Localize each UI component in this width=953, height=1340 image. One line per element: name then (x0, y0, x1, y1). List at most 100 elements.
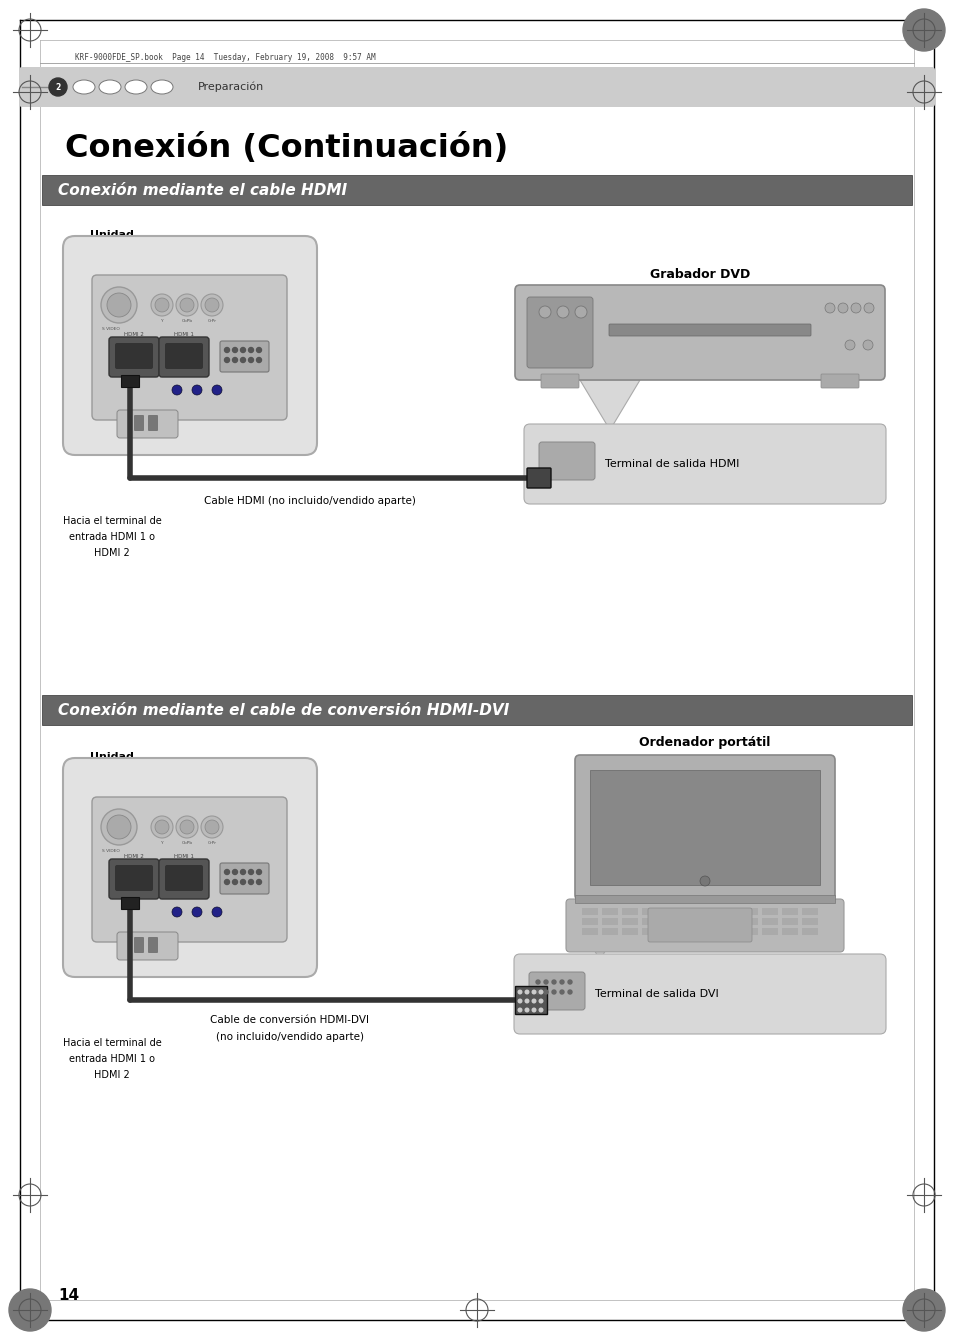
FancyBboxPatch shape (647, 909, 751, 942)
Text: Conexión mediante el cable de conversión HDMI-DVI: Conexión mediante el cable de conversión… (58, 702, 509, 717)
FancyBboxPatch shape (529, 972, 584, 1010)
Text: CrPr: CrPr (208, 319, 216, 323)
FancyBboxPatch shape (581, 929, 598, 935)
Circle shape (532, 1000, 536, 1002)
Text: S VIDEO: S VIDEO (102, 327, 120, 331)
Circle shape (525, 1000, 528, 1002)
FancyBboxPatch shape (109, 859, 159, 899)
Circle shape (224, 870, 230, 875)
FancyBboxPatch shape (575, 754, 834, 900)
Text: HDMI 2: HDMI 2 (124, 854, 144, 859)
Text: Y: Y (160, 319, 163, 323)
Circle shape (248, 879, 253, 884)
FancyBboxPatch shape (701, 909, 718, 915)
FancyBboxPatch shape (19, 67, 934, 107)
Circle shape (543, 990, 547, 994)
Text: Grabador DVD: Grabador DVD (649, 268, 749, 280)
Ellipse shape (125, 80, 147, 94)
FancyBboxPatch shape (761, 909, 778, 915)
FancyBboxPatch shape (801, 929, 817, 935)
FancyBboxPatch shape (641, 929, 658, 935)
Text: Preparación: Preparación (198, 82, 264, 92)
Circle shape (567, 990, 572, 994)
FancyBboxPatch shape (621, 918, 638, 925)
FancyBboxPatch shape (821, 374, 858, 389)
Circle shape (240, 879, 245, 884)
Circle shape (248, 358, 253, 363)
FancyBboxPatch shape (721, 909, 738, 915)
Circle shape (205, 820, 219, 833)
Circle shape (700, 876, 709, 886)
Circle shape (559, 990, 563, 994)
Circle shape (902, 9, 944, 51)
Circle shape (224, 879, 230, 884)
Circle shape (151, 293, 172, 316)
Circle shape (844, 340, 854, 350)
FancyBboxPatch shape (801, 909, 817, 915)
Text: entrada HDMI 1 o: entrada HDMI 1 o (69, 1055, 154, 1064)
FancyBboxPatch shape (781, 929, 797, 935)
FancyBboxPatch shape (581, 918, 598, 925)
FancyBboxPatch shape (148, 937, 158, 953)
FancyBboxPatch shape (741, 918, 758, 925)
FancyBboxPatch shape (115, 866, 152, 891)
FancyBboxPatch shape (121, 896, 139, 909)
FancyBboxPatch shape (42, 176, 911, 205)
Circle shape (175, 293, 198, 316)
Circle shape (525, 1008, 528, 1012)
Circle shape (201, 816, 223, 838)
Text: Terminal de salida DVI: Terminal de salida DVI (595, 989, 718, 1000)
FancyBboxPatch shape (589, 770, 820, 884)
FancyBboxPatch shape (761, 929, 778, 935)
Text: Conexión mediante el cable HDMI: Conexión mediante el cable HDMI (58, 182, 347, 197)
FancyBboxPatch shape (515, 285, 884, 381)
FancyBboxPatch shape (538, 442, 595, 480)
Circle shape (543, 980, 547, 984)
Circle shape (248, 870, 253, 875)
Text: S VIDEO: S VIDEO (102, 850, 120, 854)
Text: Cable de conversión HDMI-DVI: Cable de conversión HDMI-DVI (211, 1014, 369, 1025)
Circle shape (538, 1000, 542, 1002)
Text: Hacia el terminal de: Hacia el terminal de (63, 516, 161, 527)
FancyBboxPatch shape (220, 863, 269, 894)
FancyBboxPatch shape (523, 423, 885, 504)
Circle shape (101, 809, 137, 846)
FancyBboxPatch shape (91, 275, 287, 419)
Text: KRF-9000FDE_SP.book  Page 14  Tuesday, February 19, 2008  9:57 AM: KRF-9000FDE_SP.book Page 14 Tuesday, Feb… (75, 52, 375, 62)
FancyBboxPatch shape (641, 918, 658, 925)
FancyBboxPatch shape (148, 415, 158, 431)
Text: entrada HDMI 1 o: entrada HDMI 1 o (69, 532, 154, 541)
Text: Unidad: Unidad (90, 230, 133, 240)
FancyBboxPatch shape (165, 866, 203, 891)
FancyBboxPatch shape (661, 909, 678, 915)
FancyBboxPatch shape (721, 929, 738, 935)
FancyBboxPatch shape (801, 918, 817, 925)
Circle shape (517, 990, 521, 994)
FancyBboxPatch shape (63, 758, 316, 977)
Circle shape (240, 347, 245, 352)
Text: HDMI 2: HDMI 2 (94, 1071, 130, 1080)
FancyBboxPatch shape (661, 929, 678, 935)
Circle shape (233, 870, 237, 875)
FancyBboxPatch shape (117, 410, 178, 438)
FancyBboxPatch shape (781, 918, 797, 925)
Circle shape (902, 1289, 944, 1331)
Circle shape (850, 303, 861, 314)
Circle shape (175, 816, 198, 838)
Circle shape (552, 980, 556, 984)
FancyBboxPatch shape (515, 986, 546, 1014)
FancyBboxPatch shape (621, 929, 638, 935)
Circle shape (240, 358, 245, 363)
FancyBboxPatch shape (575, 895, 834, 903)
FancyBboxPatch shape (601, 918, 618, 925)
Circle shape (172, 385, 182, 395)
Circle shape (212, 907, 222, 917)
Polygon shape (569, 909, 629, 959)
Circle shape (201, 293, 223, 316)
Text: HDMI 1: HDMI 1 (173, 854, 193, 859)
Circle shape (192, 907, 202, 917)
FancyBboxPatch shape (220, 340, 269, 373)
Circle shape (532, 1008, 536, 1012)
Circle shape (538, 990, 542, 994)
Circle shape (49, 78, 67, 96)
